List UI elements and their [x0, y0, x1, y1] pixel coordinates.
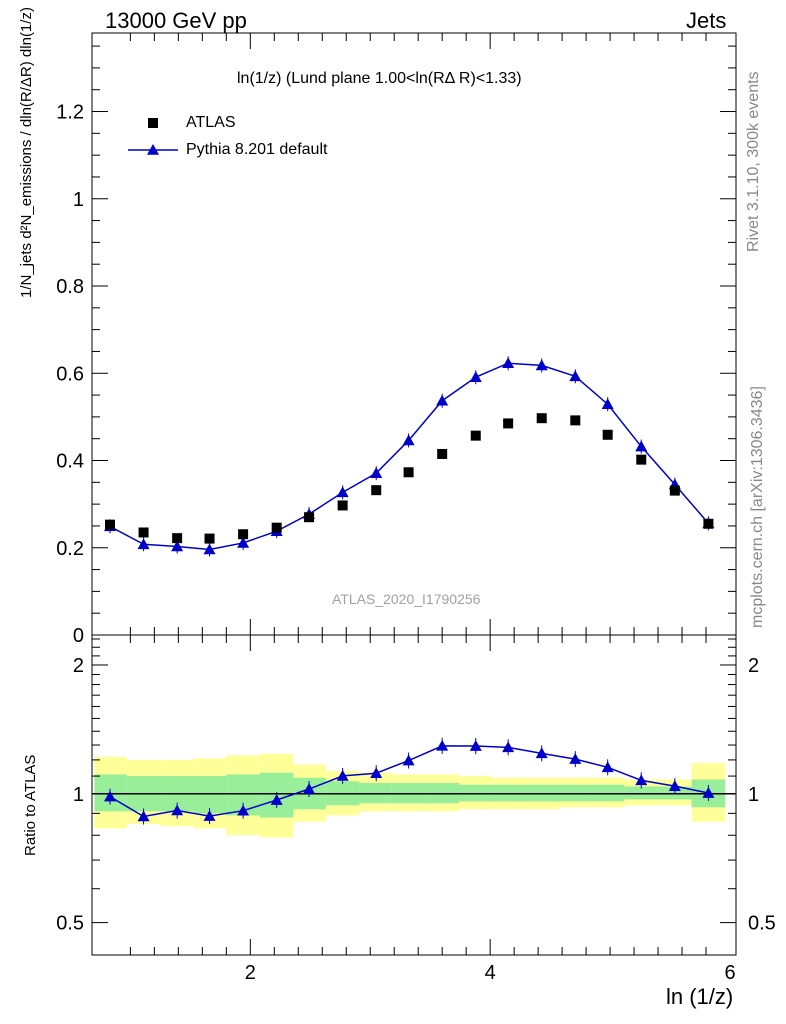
ratio-pythia-point — [402, 754, 415, 766]
pythia-point — [535, 359, 548, 371]
atlas-point — [437, 448, 448, 459]
ratio-pythia-point — [569, 753, 582, 764]
atlas-point — [602, 429, 613, 440]
ratio-y-tick-label-right: 2 — [748, 655, 759, 677]
band-inner-bin — [193, 776, 227, 814]
ratio-pythia-point — [303, 783, 316, 794]
mcplots-source-label: mcplots.cern.ch [arXiv:1306.3436] — [749, 386, 766, 628]
ratio-y-tick-label-right: 0.5 — [748, 913, 776, 935]
pythia-point — [370, 467, 383, 478]
atlas-point — [403, 467, 414, 478]
atlas-point — [470, 430, 481, 441]
legend-marker-pythia — [147, 144, 159, 155]
pythia-point — [569, 370, 582, 382]
ratio-pythia-point — [237, 804, 250, 816]
pythia-point — [635, 440, 648, 452]
x-axis-title: ln (1/z) — [666, 984, 734, 1009]
pythia-point — [203, 543, 216, 555]
y-tick-label: 0.6 — [56, 363, 84, 385]
pythia-point — [137, 538, 150, 550]
atlas-point — [669, 485, 680, 496]
pythia-point — [171, 540, 184, 552]
ratio-pythia-point — [702, 787, 715, 798]
ratio-pythia-point — [469, 740, 482, 751]
rivet-version-label: Rivet 3.1.10, 300k events — [745, 71, 762, 252]
ratio-pythia-point — [370, 767, 383, 779]
main-y-axis-title: 1/N_jets d²N_emissions / dln(R/ΔR) dln(1… — [18, 7, 35, 298]
band-inner-bin — [624, 786, 659, 800]
atlas-point — [238, 529, 249, 540]
x-tick-label: 4 — [485, 962, 496, 984]
pythia-point — [502, 357, 515, 369]
header-left: 13000 GeV pp — [105, 8, 247, 33]
legend-label-atlas: ATLAS — [186, 114, 236, 131]
y-tick-label: 0 — [73, 625, 84, 647]
y-tick-label: 1 — [73, 189, 84, 211]
pythia-point — [601, 398, 614, 410]
atlas-point — [570, 415, 581, 426]
y-tick-label: 0.2 — [56, 538, 84, 560]
atlas-point — [138, 527, 149, 538]
x-tick-label: 6 — [724, 962, 735, 984]
ratio-y-tick-label: 2 — [73, 655, 84, 677]
y-tick-label: 0.8 — [56, 276, 84, 298]
atlas-point — [304, 512, 315, 523]
x-tick-label: 2 — [245, 962, 256, 984]
atlas-point — [104, 519, 115, 530]
atlas-point — [503, 418, 514, 429]
atlas-point — [703, 518, 714, 529]
atlas-point — [636, 454, 647, 465]
header-right: Jets — [686, 8, 727, 33]
atlas-point — [536, 413, 547, 424]
legend-label-pythia: Pythia 8.201 default — [186, 141, 328, 158]
y-tick-label: 0.4 — [56, 451, 84, 473]
ratio-pythia-point — [171, 804, 184, 816]
ratio-y-tick-label: 0.5 — [56, 913, 84, 935]
pythia-point — [336, 486, 349, 498]
ratio-pythia-point — [103, 790, 116, 802]
y-tick-label: 1.2 — [56, 102, 84, 124]
ratio-pythia-point — [436, 739, 449, 751]
atlas-point — [371, 485, 382, 496]
ratio-pythia-point — [336, 769, 349, 781]
atlas-point — [337, 500, 348, 511]
ratio-pythia-point — [203, 810, 216, 821]
ratio-y-axis-title: Ratio to ATLAS — [22, 754, 39, 856]
ratio-pythia-point — [635, 774, 648, 786]
ratio-y-tick-label-right: 1 — [748, 784, 759, 806]
atlas-point — [271, 522, 282, 533]
pythia-point — [469, 371, 482, 382]
atlas-point — [172, 533, 183, 544]
atlas-point — [204, 533, 215, 544]
ratio-pythia-point — [137, 810, 150, 822]
ratio-y-tick-label: 1 — [73, 784, 84, 806]
ratio-pythia-point — [270, 794, 283, 805]
ratio-pythia-point — [601, 761, 614, 773]
ratio-pythia-point — [535, 747, 548, 759]
watermark: ATLAS_2020_I1790256 — [332, 591, 481, 607]
ratio-pythia-point — [502, 741, 515, 753]
main-plot-title: ln(1/z) (Lund plane 1.00<ln(RΔ R)<1.33) — [237, 70, 522, 87]
pythia-line — [109, 362, 709, 551]
ratio-pythia-point — [668, 780, 681, 791]
pythia-point — [436, 394, 449, 406]
pythia-point — [402, 434, 415, 446]
pythia-point — [237, 536, 250, 548]
legend-marker-atlas — [148, 118, 158, 128]
ratio-plot-frame — [91, 634, 737, 956]
